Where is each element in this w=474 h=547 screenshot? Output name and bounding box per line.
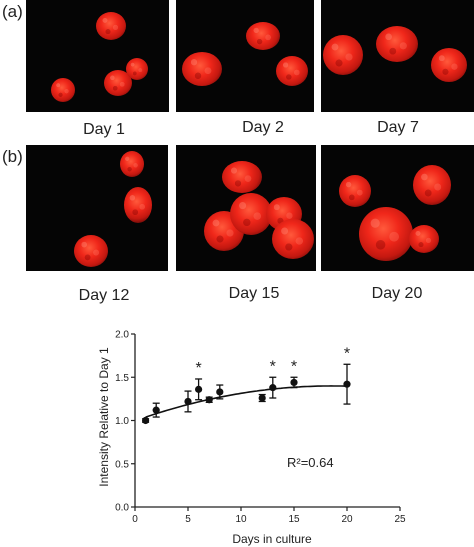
day-label: Day 7 [377,119,419,136]
y-tick-label: 2.0 [115,330,129,341]
significance-marker: * [195,360,201,377]
nucleus-cell [222,161,262,193]
x-tick-label: 15 [288,514,300,525]
day-label: Day 20 [371,285,423,302]
significance-marker: * [344,345,350,362]
data-point [216,388,224,396]
micrograph-day-7 [321,0,474,112]
nucleus-cell [230,193,272,235]
nucleus-cell [409,225,439,253]
day-label: Day 1 [83,121,125,138]
data-point [205,396,213,404]
y-tick-label: 1.5 [115,373,129,384]
x-axis-label: Days in culture [232,532,312,546]
nucleus-cell [96,12,126,40]
y-tick-label: 0.5 [115,459,129,470]
data-point [258,394,266,402]
nucleus-cell [431,48,467,82]
nucleus-cell [182,52,222,86]
chart-marks: * * * * [142,345,351,425]
micrograph-day-2 [176,0,314,112]
micrograph-day-15 [176,145,316,271]
nucleus-cell [272,219,314,259]
x-tick-label: 20 [341,514,353,525]
data-point [290,378,298,387]
data-point [142,416,150,425]
significance-marker: * [270,358,276,375]
y-axis-label: Intensity Relative to Day 1 [97,347,111,487]
panel-label-b: (b) [2,147,23,166]
data-point [184,397,192,406]
nucleus-cell [51,78,75,102]
data-point [195,385,203,393]
data-point [152,406,160,414]
micrograph-day-1 [26,0,169,112]
panel-label-a: (a) [2,2,23,21]
nucleus-cell [276,56,308,86]
nucleus-cell [413,165,451,205]
day-label: Day 15 [228,285,280,302]
x-tick-label: 0 [132,514,138,525]
nucleus-cell [74,235,108,267]
chart-axes: 0 5 10 15 20 25 0.0 0.5 1.0 1.5 2.0 [115,330,406,526]
nucleus-cell [359,207,413,261]
micrograph-day-20 [321,145,474,271]
day-label: Day 12 [78,287,130,304]
data-point [343,380,351,388]
x-tick-label: 5 [185,514,191,525]
nucleus-cell [126,58,148,80]
data-point [269,384,277,392]
significance-marker: * [291,358,297,375]
nucleus-cell [124,187,152,223]
micrograph-day-12 [26,145,168,271]
x-tick-label: 25 [394,514,406,525]
day-label: Day 2 [242,119,284,136]
x-tick-label: 10 [235,514,247,525]
nucleus-cell [376,26,418,62]
r-squared-annotation: R²=0.64 [287,455,334,470]
nucleus-cell [323,35,363,75]
y-tick-label: 0.0 [115,503,129,514]
fit-curve [145,385,348,418]
nucleus-cell [339,175,371,207]
fit-curve-group [145,385,348,418]
nucleus-cell [120,151,144,177]
intensity-chart: 0 5 10 15 20 25 0.0 0.5 1.0 1.5 2.0 * * * * Intensity… [97,330,406,547]
nucleus-cell [246,22,280,50]
y-tick-label: 1.0 [115,416,129,427]
